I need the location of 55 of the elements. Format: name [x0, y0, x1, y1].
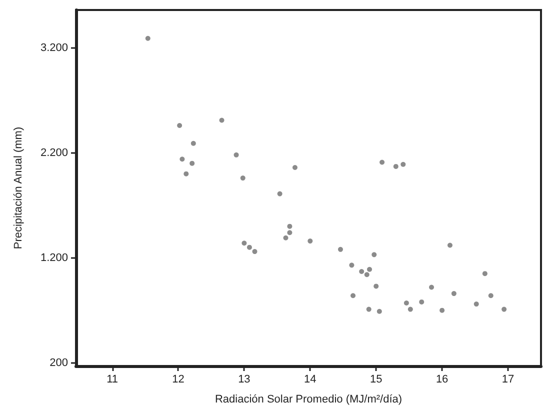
point [252, 249, 258, 254]
point [400, 162, 406, 167]
point [177, 123, 182, 128]
y-tick-label: 1.200 [40, 252, 68, 264]
x-tick-label: 11 [106, 374, 118, 386]
point [408, 306, 413, 312]
point [364, 272, 370, 278]
point [184, 171, 189, 176]
point [451, 291, 456, 296]
x-tick-label: 13 [238, 374, 250, 386]
point [180, 156, 185, 162]
point [380, 160, 385, 165]
y-tick-label: 3.200 [40, 42, 68, 54]
point [359, 268, 364, 274]
point [429, 284, 434, 290]
point [240, 176, 246, 181]
point [447, 242, 452, 248]
point [242, 240, 247, 246]
point [219, 118, 224, 123]
y-tick-label: 200 [50, 356, 68, 369]
point [308, 238, 313, 244]
point [287, 224, 292, 229]
point [190, 160, 195, 166]
point [404, 300, 409, 306]
point [246, 244, 252, 250]
y-tick-label: 2.200 [40, 146, 68, 159]
point [374, 284, 379, 289]
point [350, 293, 356, 298]
point [474, 302, 479, 307]
point [277, 191, 282, 196]
point [419, 299, 424, 304]
point [372, 252, 377, 258]
x-tick-label: 15 [370, 374, 382, 386]
point [502, 306, 507, 312]
y-axis-title: Precipitación Anual (mm) [12, 126, 24, 250]
x-tick-label: 16 [436, 374, 448, 386]
point [292, 165, 298, 170]
point [190, 140, 196, 146]
x-tick-label: 12 [172, 374, 184, 386]
x-tick-label: 14 [304, 374, 316, 386]
point [393, 164, 398, 169]
point [349, 262, 354, 268]
point [366, 306, 372, 312]
point [283, 235, 288, 240]
point [376, 308, 382, 314]
point [482, 271, 488, 276]
point [145, 36, 150, 41]
point [367, 266, 372, 272]
x-axis-title: Radiación Solar Promedio (MJ/m²/día) [214, 394, 402, 406]
point [234, 152, 239, 158]
point [440, 308, 445, 313]
point [338, 246, 343, 252]
point [287, 230, 292, 236]
point [488, 293, 494, 298]
x-tick-label: 17 [502, 374, 514, 386]
